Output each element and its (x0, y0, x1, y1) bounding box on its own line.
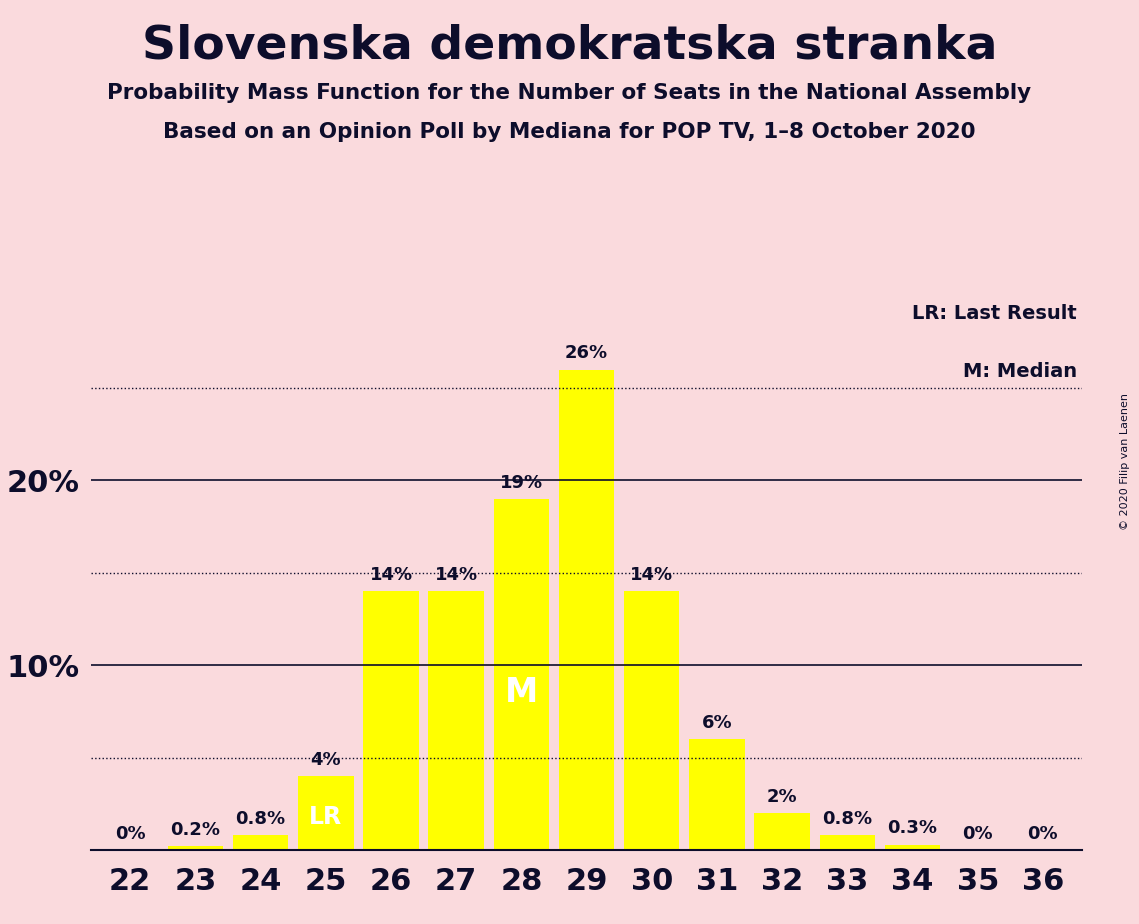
Text: 14%: 14% (630, 566, 673, 584)
Text: M: M (505, 675, 538, 709)
Text: © 2020 Filip van Laenen: © 2020 Filip van Laenen (1121, 394, 1130, 530)
Text: 4%: 4% (311, 751, 341, 769)
Bar (559, 370, 614, 850)
Bar (820, 835, 875, 850)
Text: 0%: 0% (115, 825, 146, 843)
Text: 2%: 2% (767, 788, 797, 806)
Text: 0.8%: 0.8% (822, 810, 872, 828)
Text: Based on an Opinion Poll by Mediana for POP TV, 1–8 October 2020: Based on an Opinion Poll by Mediana for … (163, 122, 976, 142)
Bar (624, 591, 680, 850)
Text: LR: Last Result: LR: Last Result (912, 304, 1077, 323)
Text: 0.2%: 0.2% (171, 821, 221, 839)
Text: 6%: 6% (702, 714, 732, 732)
Bar (493, 499, 549, 850)
Bar (428, 591, 484, 850)
Text: 0%: 0% (962, 825, 993, 843)
Text: Slovenska demokratska stranka: Slovenska demokratska stranka (141, 23, 998, 68)
Text: 0.8%: 0.8% (236, 810, 286, 828)
Bar (167, 846, 223, 850)
Text: M: Median: M: Median (962, 362, 1077, 382)
Text: 14%: 14% (369, 566, 412, 584)
Text: Probability Mass Function for the Number of Seats in the National Assembly: Probability Mass Function for the Number… (107, 83, 1032, 103)
Bar (363, 591, 419, 850)
Bar (885, 845, 941, 850)
Text: LR: LR (310, 805, 343, 829)
Bar (689, 739, 745, 850)
Text: 0%: 0% (1027, 825, 1058, 843)
Bar (298, 776, 353, 850)
Text: 14%: 14% (435, 566, 477, 584)
Text: 19%: 19% (500, 474, 543, 492)
Text: 26%: 26% (565, 345, 608, 362)
Text: 0.3%: 0.3% (887, 820, 937, 837)
Bar (232, 835, 288, 850)
Bar (754, 813, 810, 850)
